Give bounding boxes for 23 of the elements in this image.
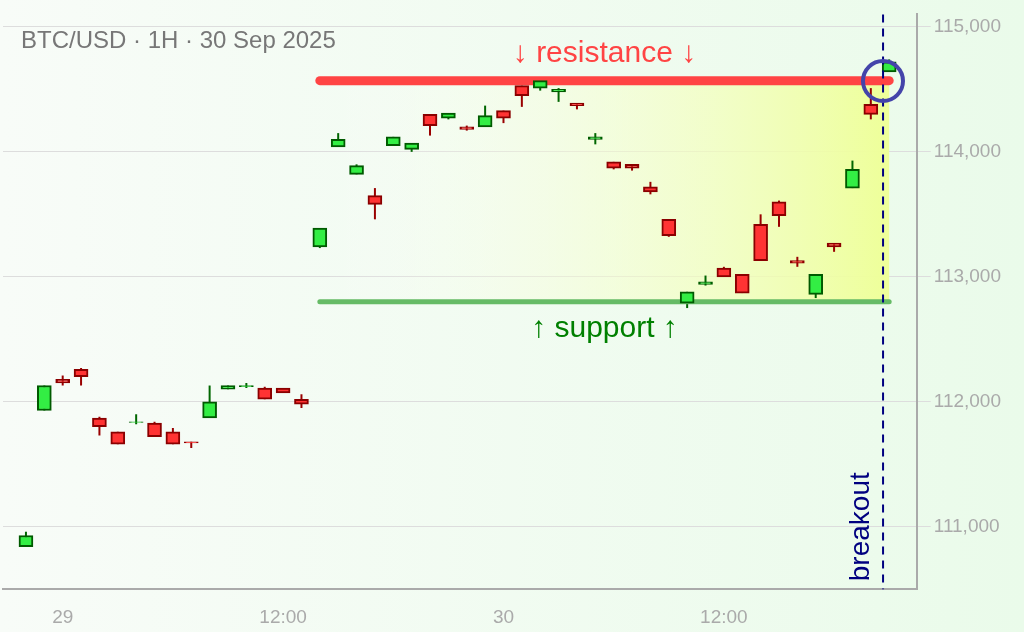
- ref-line-label: breakout: [843, 472, 875, 582]
- x-tick-label: 30: [492, 605, 515, 627]
- y-tick-label: 113,000: [933, 265, 1002, 287]
- y-tick-label: 114,000: [933, 140, 1002, 162]
- text: BTC/USD · 1H · 30 Sep 2025: [21, 25, 336, 53]
- x-tick-label: 12:00: [259, 605, 307, 627]
- x-tick-label: 29: [52, 605, 74, 627]
- candlestick: [92, 415, 107, 437]
- series-label: ↓ resistance ↓: [512, 34, 697, 68]
- candlestick: [771, 199, 787, 228]
- y-tick-label: 111,000: [933, 514, 1000, 536]
- y-tick-label: 112,000: [933, 390, 1002, 411]
- candlestick: [367, 187, 383, 221]
- candlestick: [808, 273, 824, 300]
- y-tick-label: 115,000: [933, 15, 1002, 37]
- candlestick: [863, 87, 879, 121]
- candlestick: [845, 159, 860, 190]
- candlestick: [312, 227, 328, 250]
- candlestick: [202, 384, 217, 420]
- candlestick: [422, 113, 438, 137]
- series-label: ↑ support ↑: [531, 310, 678, 344]
- candlestick: [477, 104, 493, 128]
- x-tick-label: 12:00: [700, 605, 748, 627]
